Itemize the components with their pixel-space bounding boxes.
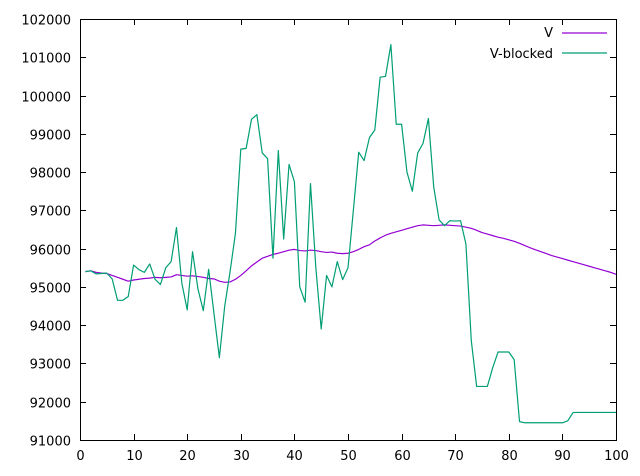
x-tick-label: 90 [554, 449, 571, 464]
series-line-v-blocked [85, 44, 616, 424]
y-tick-label: 92000 [30, 397, 71, 412]
series-line-v [85, 224, 617, 283]
legend: V V-blocked [490, 26, 607, 62]
x-tick-label: 100 [604, 449, 629, 464]
x-tick-label: 0 [76, 449, 84, 464]
y-axis-ticks: 91000 92000 93000 94000 95000 96000 97000 98000… [21, 14, 616, 450]
plot-frame [80, 19, 617, 441]
y-tick-label: 97000 [30, 205, 71, 220]
series-lines [85, 44, 617, 424]
y-tick-label: 95000 [30, 282, 71, 297]
y-tick-label: 99000 [30, 129, 71, 144]
x-tick-label: 10 [126, 449, 143, 464]
y-tick-label: 98000 [30, 167, 71, 182]
y-tick-label: 94000 [30, 320, 71, 335]
x-tick-label: 60 [394, 449, 411, 464]
y-tick-label: 101000 [21, 52, 71, 67]
legend-label-v: V [544, 26, 553, 41]
x-tick-label: 30 [233, 449, 250, 464]
x-axis-ticks: 0 10 20 30 40 50 60 70 80 90 100 [76, 19, 629, 464]
y-tick-label: 100000 [21, 91, 71, 106]
x-tick-label: 80 [501, 449, 518, 464]
x-tick-label: 70 [447, 449, 464, 464]
y-tick-label: 102000 [21, 14, 71, 29]
y-tick-label: 96000 [30, 244, 71, 259]
y-tick-label: 91000 [30, 435, 71, 450]
legend-label-v-blocked: V-blocked [490, 47, 553, 62]
x-tick-label: 50 [340, 449, 357, 464]
x-tick-label: 20 [179, 449, 196, 464]
x-tick-label: 40 [286, 449, 303, 464]
y-tick-label: 93000 [30, 358, 71, 373]
